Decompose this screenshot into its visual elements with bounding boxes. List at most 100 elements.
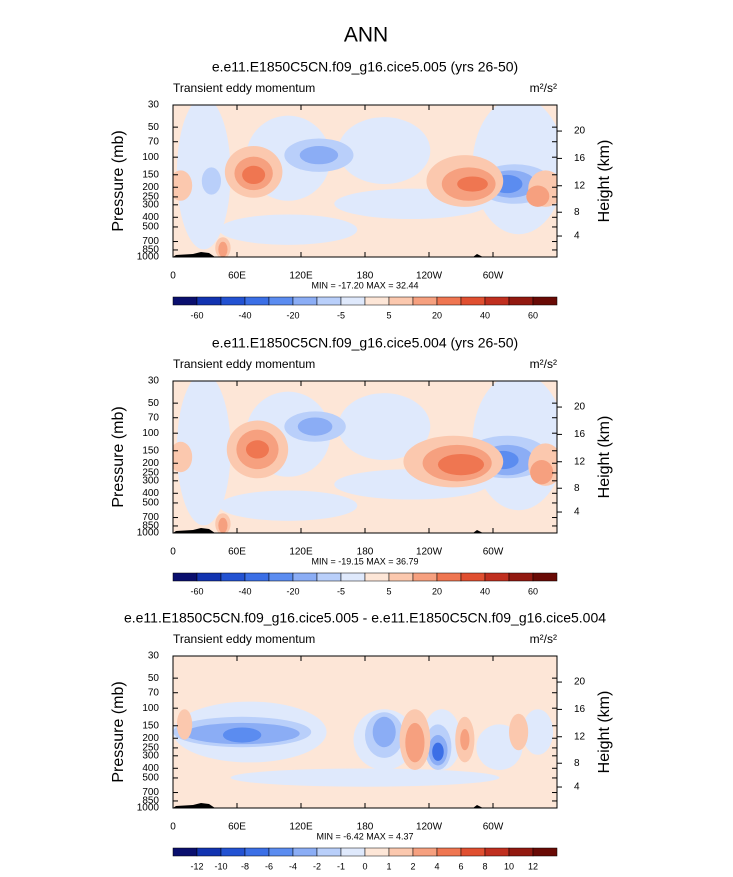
colorbar-box	[268, 572, 294, 582]
colorbar-box	[364, 572, 390, 582]
colorbar-box	[220, 847, 246, 857]
colorbar-box	[340, 296, 366, 306]
colorbar-box	[508, 847, 534, 857]
panel-subtitle: Transient eddy momentum	[173, 357, 315, 371]
colorbar-box	[172, 296, 198, 306]
y-tick-label: 1000	[137, 803, 160, 814]
x-tick-label: 0	[170, 271, 176, 282]
x-tick-label: 120E	[289, 547, 313, 558]
colorbar-box	[244, 572, 270, 582]
contour-region	[297, 417, 333, 436]
colorbar-box	[364, 847, 390, 857]
y-axis-label: Pressure (mb)	[110, 406, 127, 507]
colorbar-label: -5	[337, 586, 345, 596]
y-tick-label: 100	[142, 703, 159, 714]
colorbar-box	[364, 296, 390, 306]
colorbar-box	[532, 847, 558, 857]
units: m²/s²	[530, 81, 557, 95]
colorbar-label: 20	[432, 586, 442, 596]
y2-tick-label: 20	[574, 402, 586, 413]
colorbar-label: 6	[458, 861, 463, 871]
y-tick-label: 300	[142, 475, 159, 486]
contour-field	[173, 656, 557, 808]
contour-region	[372, 716, 396, 748]
colorbar-box	[196, 847, 222, 857]
contour-region	[530, 460, 554, 485]
y2-tick-label: 8	[574, 207, 580, 218]
contour-region	[299, 146, 339, 165]
y2-tick-label: 8	[574, 758, 580, 769]
y2-tick-label: 12	[574, 456, 586, 467]
contour-region	[230, 768, 500, 787]
y-tick-label: 150	[142, 169, 159, 180]
x-tick-label: 180	[357, 271, 374, 282]
y-tick-label: 100	[142, 152, 159, 163]
colorbar-label: -10	[214, 861, 227, 871]
colorbar-box	[484, 847, 510, 857]
y2-tick-label: 4	[574, 507, 580, 518]
colorbar-box	[484, 572, 510, 582]
colorbar-box	[220, 296, 246, 306]
contour-region	[338, 393, 431, 461]
contour-region	[526, 185, 550, 207]
y-tick-label: 150	[142, 445, 159, 456]
y2-tick-label: 20	[574, 126, 586, 137]
colorbar-box	[316, 847, 342, 857]
colorbar-label: -2	[313, 861, 321, 871]
stats: MIN = -6.42 MAX = 4.37	[316, 831, 413, 841]
colorbar-label: 12	[528, 861, 538, 871]
x-tick-label: 60E	[228, 822, 246, 833]
y-tick-label: 700	[142, 787, 159, 798]
y-tick-label: 250	[142, 192, 159, 203]
y-tick-label: 50	[148, 398, 160, 409]
contour-region	[173, 170, 193, 201]
x-tick-label: 120W	[416, 547, 443, 558]
colorbar-box	[172, 847, 198, 857]
contour-region	[338, 117, 431, 185]
colorbar-box	[388, 296, 414, 306]
colorbar-box	[196, 296, 222, 306]
colorbar-label: 4	[434, 861, 439, 871]
x-tick-label: 120W	[416, 822, 443, 833]
figure-title: ANN	[344, 24, 388, 47]
y2-axis-label: Height (km)	[596, 691, 613, 774]
x-tick-label: 120E	[289, 271, 313, 282]
y-tick-label: 30	[148, 376, 160, 387]
contour-region	[176, 381, 231, 526]
colorbar-box	[484, 296, 510, 306]
colorbar-box	[388, 572, 414, 582]
y-tick-label: 500	[142, 498, 159, 509]
y-tick-label: 50	[148, 122, 160, 133]
contour-region	[522, 709, 554, 755]
contour-region	[460, 728, 470, 751]
x-tick-label: 60W	[483, 271, 504, 282]
y-tick-label: 300	[142, 199, 159, 210]
colorbar-box	[532, 572, 558, 582]
colorbar-label: 5	[386, 310, 391, 320]
x-tick-label: 180	[357, 547, 374, 558]
colorbar-box	[196, 572, 222, 582]
y-tick-label: 1000	[137, 252, 160, 263]
contour-region	[173, 441, 193, 473]
y-tick-label: 200	[142, 182, 159, 193]
colorbar-label: -1	[337, 861, 345, 871]
y-tick-label: 850	[142, 796, 159, 807]
colorbar-box	[412, 847, 438, 857]
x-tick-label: 120W	[416, 271, 443, 282]
colorbar-label: -20	[286, 310, 299, 320]
colorbar-label: -12	[190, 861, 203, 871]
colorbar-box	[244, 847, 270, 857]
y-tick-label: 500	[142, 222, 159, 233]
colorbar-box	[292, 572, 318, 582]
colorbar-box	[292, 296, 318, 306]
y-tick-label: 200	[142, 458, 159, 469]
y-tick-label: 200	[142, 733, 159, 744]
colorbar-label: 2	[410, 861, 415, 871]
contour-region	[218, 241, 228, 257]
colorbar-label: -8	[241, 861, 249, 871]
y2-tick-label: 16	[574, 704, 586, 715]
contour-region	[201, 167, 221, 195]
colorbar-box	[268, 847, 294, 857]
units: m²/s²	[530, 357, 557, 371]
